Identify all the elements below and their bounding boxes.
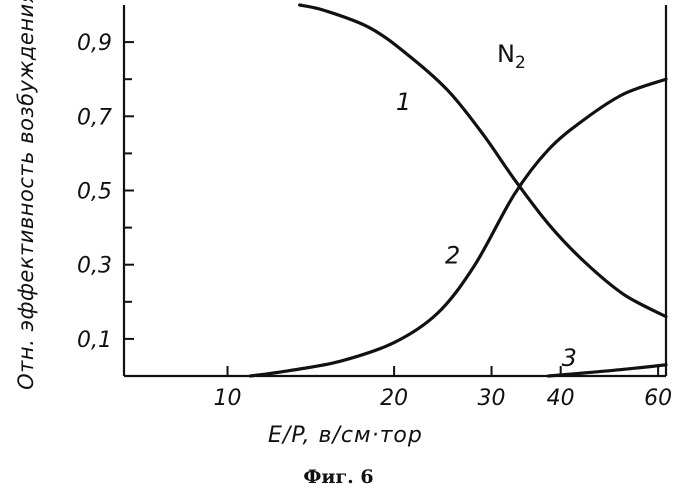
x-tick-label: 40 (547, 386, 575, 411)
y-tick-label: 0,9 (77, 31, 112, 56)
gas-annotation-main: N (497, 40, 515, 68)
y-tick-label: 0,5 (77, 180, 112, 205)
series-group (250, 5, 666, 376)
series-3-label: 3 (562, 344, 577, 372)
gas-annotation: N2 (497, 40, 526, 73)
series-1-label: 1 (396, 88, 411, 116)
y-tick-label: 0,1 (77, 328, 112, 353)
x-tick-label: 10 (214, 386, 242, 411)
gas-annotation-sub: 2 (515, 53, 526, 73)
x-axis-label: E/P, в/см·тор (268, 423, 423, 448)
figure-caption: Фиг. 6 (0, 466, 677, 488)
series-labels: 1 2 3 (396, 88, 577, 372)
x-tick-label: 60 (644, 386, 672, 411)
y-axis-label: Отн. эффективность возбуждения (14, 0, 38, 390)
x-tick-label: 30 (478, 386, 506, 411)
series-2-label: 2 (445, 242, 460, 270)
axes (124, 5, 666, 376)
y-tick-label: 0,3 (77, 254, 112, 279)
ticks: 0,1 0,3 0,5 0,7 0,9 10 20 30 40 60 (77, 31, 672, 411)
series-2-line (250, 79, 666, 376)
x-tick-label: 20 (380, 386, 408, 411)
series-1-line (300, 5, 666, 317)
y-tick-label: 0,7 (77, 105, 112, 130)
